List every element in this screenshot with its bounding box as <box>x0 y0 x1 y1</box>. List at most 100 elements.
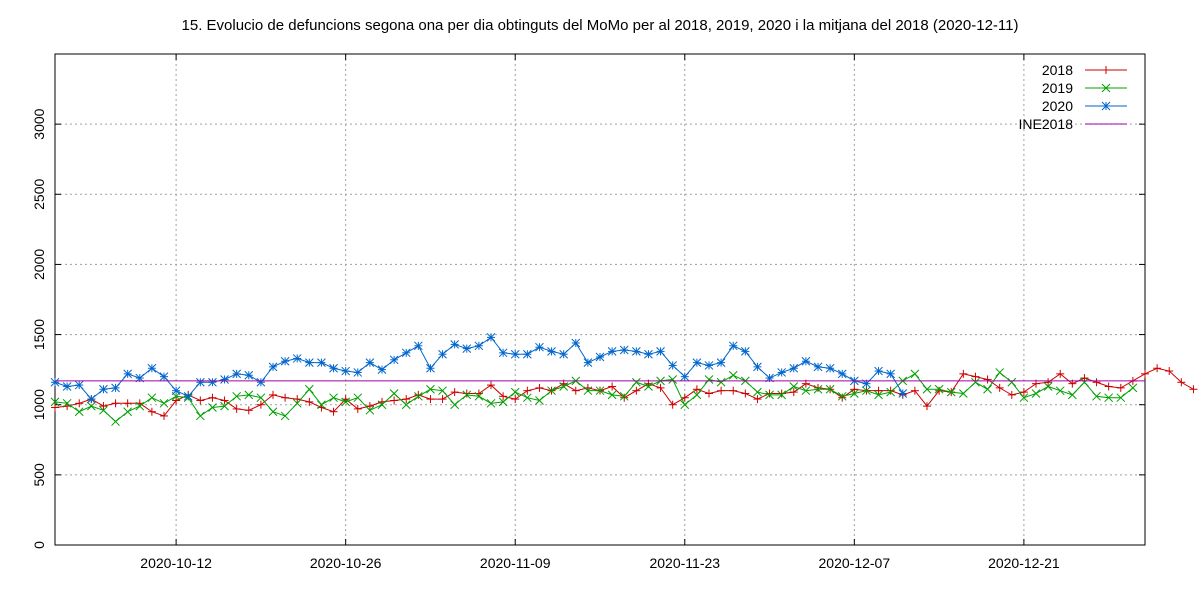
series-2020-point <box>426 363 435 373</box>
series-2019-point <box>1104 393 1114 403</box>
series-2019-point <box>971 377 980 387</box>
series-2019-point <box>704 375 714 384</box>
series-2020-point <box>680 372 690 382</box>
y-tick-label: 1500 <box>31 319 47 350</box>
series-2020-point <box>474 341 484 351</box>
series-2018-point <box>147 407 156 416</box>
series-2020-point <box>74 380 84 390</box>
series-2020-point <box>510 349 520 359</box>
series-2018-point <box>741 389 750 398</box>
series-2020-point <box>377 365 387 374</box>
series-2018-point <box>523 386 532 395</box>
series-2019-point <box>1116 393 1126 403</box>
series-2020-point <box>486 333 496 342</box>
series-2018-point <box>1141 369 1149 378</box>
series-2019-point <box>256 393 266 403</box>
series-2019-point <box>341 397 351 407</box>
series-2019-point <box>837 391 847 401</box>
series-2019-point <box>1067 390 1077 400</box>
series-2018-point <box>499 392 508 401</box>
series-2018-point <box>1056 369 1065 378</box>
series-2018-point <box>450 388 459 397</box>
series-2018-point <box>874 386 883 395</box>
series-2019-point <box>450 400 460 410</box>
plot-frame <box>54 53 1146 546</box>
series-2018-point <box>511 395 520 404</box>
y-tick-label: 2500 <box>31 179 47 210</box>
series-2018-point <box>1019 388 1028 397</box>
series-2019-point <box>147 393 157 403</box>
series-2018-point <box>789 388 798 397</box>
series-2019-point <box>1007 377 1017 387</box>
series-2019-point <box>99 405 108 415</box>
series-2018-point <box>1116 383 1125 392</box>
series-2019-point <box>728 370 738 380</box>
series-2018-point <box>910 386 919 395</box>
series-2018-point <box>1177 378 1186 387</box>
series-2020-point <box>704 361 714 370</box>
series-2020-point <box>583 358 593 367</box>
series-2019-point <box>1055 386 1065 396</box>
legend-label: INE2018 <box>1019 116 1074 132</box>
series-2019-point <box>401 400 411 410</box>
series-2020-point <box>631 347 641 356</box>
series-2018-point <box>329 407 338 416</box>
x-tick-label: 2020-12-07 <box>819 555 891 571</box>
series-2018-point <box>935 386 944 395</box>
series-2020-point <box>413 341 423 351</box>
series-2020-point <box>801 356 811 366</box>
series-2020-point <box>607 347 617 356</box>
series-2019-point <box>644 382 653 391</box>
series-2018-point <box>717 386 726 395</box>
series-2019-point <box>958 389 968 398</box>
series-2019-point <box>474 391 484 401</box>
series-2020-point <box>220 375 229 384</box>
series-2019-point <box>74 407 84 417</box>
series-2018-point <box>608 382 617 391</box>
series-2018-point <box>172 396 181 405</box>
series-2019-point <box>159 398 169 408</box>
series-2019-point <box>195 411 205 421</box>
series-2019-point <box>498 397 508 407</box>
series-2020-point <box>389 355 399 365</box>
y-tick-label: 500 <box>31 463 47 487</box>
series-2020-point <box>656 347 665 356</box>
series-2019-point <box>535 396 544 405</box>
series-2020-point <box>813 362 823 372</box>
series-2019-point <box>522 393 532 403</box>
series-2018-point <box>632 386 641 395</box>
series-2018-point <box>353 404 362 413</box>
series-2019-point <box>389 389 399 398</box>
series-2020-point <box>256 377 266 387</box>
series-2019-point <box>111 417 120 426</box>
series-2019-point <box>1092 391 1101 401</box>
series-2019-point <box>946 387 956 397</box>
series-2020-point <box>123 369 133 379</box>
series-2018-point <box>1104 382 1113 391</box>
series-2018-point <box>75 399 84 408</box>
series-2019-point <box>1031 389 1041 398</box>
series-2020-point <box>886 369 896 379</box>
series-2020-point <box>183 391 193 401</box>
series-2019-point <box>135 401 145 411</box>
legend-label: 2018 <box>1042 62 1073 78</box>
legend-swatch-marker <box>1101 83 1111 93</box>
series-2020-point <box>292 354 302 363</box>
series-2019-point <box>220 401 229 411</box>
series-2018-point <box>850 385 859 394</box>
series-2019-point <box>849 389 859 398</box>
series-2018-point <box>620 393 629 402</box>
series-2020-point <box>232 369 242 379</box>
series-2019-point <box>825 384 835 394</box>
series-2020-point <box>559 349 569 359</box>
series-2018-point <box>365 402 374 411</box>
x-tick-label: 2020-10-26 <box>310 555 382 571</box>
series-2018-point <box>305 397 314 406</box>
series-2020-point <box>837 369 847 379</box>
series-2020-point <box>535 342 544 352</box>
series-2018-point <box>123 399 132 408</box>
series-2020-point <box>716 358 726 367</box>
series-2019-point <box>1080 377 1089 387</box>
series-2019-line <box>54 371 1134 423</box>
